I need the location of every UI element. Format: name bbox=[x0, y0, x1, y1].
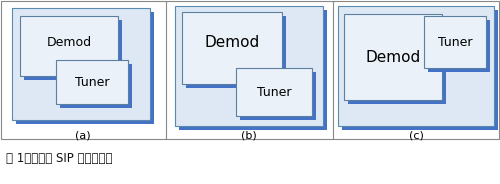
Text: Demod: Demod bbox=[204, 35, 260, 50]
Bar bbox=[344, 14, 442, 100]
Bar bbox=[60, 64, 132, 108]
Bar bbox=[20, 16, 118, 76]
Bar bbox=[186, 16, 286, 88]
Bar bbox=[1, 1, 499, 139]
Bar bbox=[428, 20, 490, 72]
Bar bbox=[16, 12, 154, 124]
Text: Tuner: Tuner bbox=[75, 75, 109, 89]
Text: Tuner: Tuner bbox=[257, 86, 291, 98]
Text: (b): (b) bbox=[241, 130, 257, 140]
Text: 图 1：通常的 SIP 封装方式。: 图 1：通常的 SIP 封装方式。 bbox=[6, 152, 112, 165]
Bar bbox=[236, 68, 312, 116]
Text: (a): (a) bbox=[75, 130, 91, 140]
Bar bbox=[182, 12, 282, 84]
Text: (c): (c) bbox=[408, 130, 424, 140]
Bar bbox=[338, 6, 494, 126]
Bar bbox=[12, 8, 150, 120]
Bar bbox=[240, 72, 316, 120]
Bar bbox=[348, 18, 446, 104]
Bar bbox=[175, 6, 323, 126]
Text: Tuner: Tuner bbox=[438, 36, 472, 49]
Bar bbox=[342, 10, 498, 130]
Bar bbox=[424, 16, 486, 68]
Text: Demod: Demod bbox=[366, 49, 420, 65]
Bar bbox=[24, 20, 122, 80]
Text: Demod: Demod bbox=[46, 36, 92, 49]
Bar bbox=[56, 60, 128, 104]
Bar bbox=[179, 10, 327, 130]
